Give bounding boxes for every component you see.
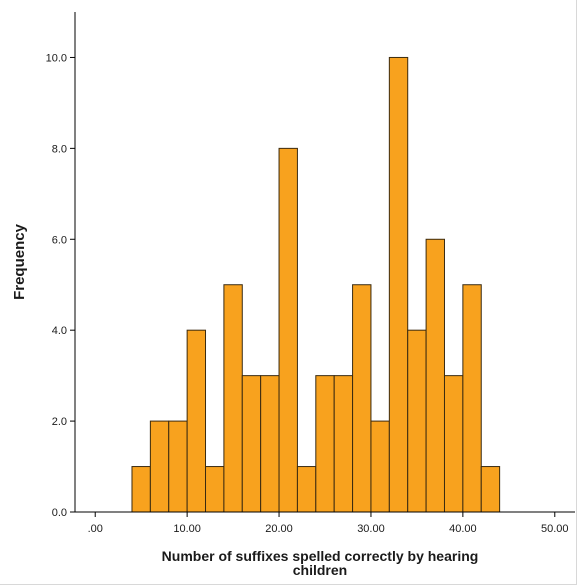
y-tick-label: 4.0 xyxy=(52,325,67,337)
histogram-bar xyxy=(278,147,298,513)
x-axis-label: Number of suffixes spelled correctly by … xyxy=(162,548,479,578)
y-axis-label: Frequency xyxy=(11,223,28,300)
x-tick-label: .00 xyxy=(88,523,103,535)
histogram-bar xyxy=(462,284,482,513)
histogram-bar xyxy=(443,375,464,513)
histogram-bar xyxy=(425,238,445,513)
x-tick-label: 10.00 xyxy=(173,523,201,535)
bars-layer xyxy=(131,56,501,513)
histogram-bar xyxy=(205,466,225,513)
y-tick-label: 6.0 xyxy=(52,234,67,246)
y-tick-label: 10.0 xyxy=(46,52,67,64)
histogram-bar xyxy=(388,56,409,513)
histogram-bar xyxy=(407,329,427,513)
histogram-bar xyxy=(223,284,243,513)
x-axis-label-line: Number of suffixes spelled correctly by … xyxy=(162,548,479,564)
histogram-bar xyxy=(296,466,317,513)
histogram-bar xyxy=(241,375,262,513)
histogram-bar xyxy=(168,420,188,513)
x-tick-label: 40.00 xyxy=(449,523,477,535)
histogram-bar xyxy=(131,466,151,513)
histogram-bar xyxy=(370,420,390,513)
y-tick-label: 0.0 xyxy=(52,507,67,519)
y-tick-label: 8.0 xyxy=(52,143,67,155)
histogram-bar xyxy=(315,375,335,513)
x-tick-label: 30.00 xyxy=(357,523,385,535)
y-tick-label: 2.0 xyxy=(52,416,67,428)
histogram-bar xyxy=(186,329,207,513)
x-tick-label: 50.00 xyxy=(541,523,569,535)
histogram-bar xyxy=(333,375,354,513)
axes-layer xyxy=(70,12,575,517)
histogram-bar xyxy=(260,375,280,513)
histogram-bar xyxy=(480,466,501,513)
labels-layer: 0.0 2.0 4.0 6.0 8.0 10.0 .00 10.00 20.00 30.00 40.… xyxy=(11,52,569,578)
histogram-bar xyxy=(352,284,372,513)
histogram-bar xyxy=(149,420,170,513)
x-axis-label-line: children xyxy=(293,562,347,578)
x-tick-label: 20.00 xyxy=(265,523,293,535)
